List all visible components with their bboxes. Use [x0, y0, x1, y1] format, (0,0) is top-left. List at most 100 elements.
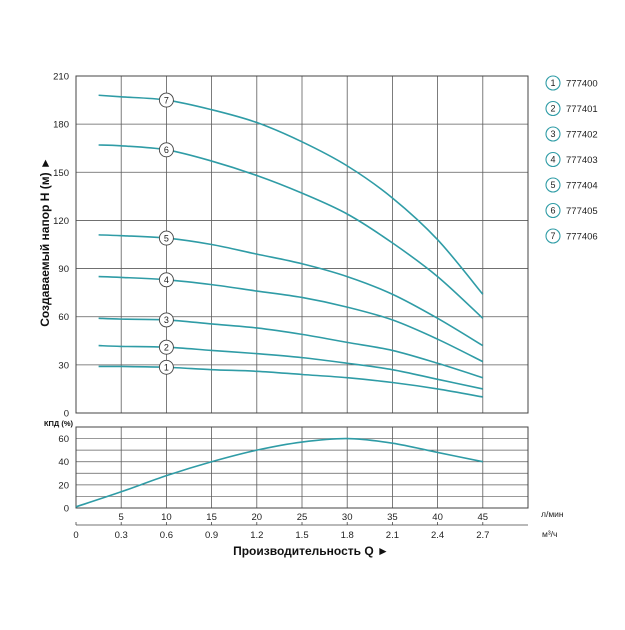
legend-item-5: 5 777404 [545, 177, 598, 193]
head-y-tick-label: 210 [53, 72, 69, 83]
efficiency-y-tick-label: 60 [58, 434, 69, 445]
legend-marker-label: 6 [550, 206, 555, 216]
legend-item-6: 6 777405 [545, 202, 598, 219]
legend-series-name: 777406 [566, 232, 598, 243]
head-curve-2 [98, 344, 483, 390]
curve-marker-circle [158, 142, 174, 158]
curve-marker-4: 4 [158, 272, 174, 288]
head-plot-frame [75, 75, 529, 414]
efficiency-y-tick-label: 20 [58, 480, 69, 491]
curve-marker-label: 3 [164, 315, 169, 325]
x-tick-label-lmin: 45 [478, 512, 489, 523]
curve-marker-circle [158, 339, 174, 355]
legend-item-1: 1 777400 [545, 75, 598, 91]
curve-marker-3: 3 [158, 312, 174, 328]
curve-marker-2: 2 [158, 339, 174, 355]
x-tick-label-m3h: 0.9 [205, 530, 218, 541]
x-unit-m3h: м³/ч [542, 529, 557, 539]
legend-series-name: 777401 [566, 104, 598, 115]
efficiency-y-tick-label: 0 [64, 504, 69, 515]
head-y-tick-label: 0 [64, 409, 69, 420]
x-tick-label-m3h: 2.4 [431, 530, 444, 541]
legend-marker-circle [545, 75, 561, 91]
head-y-tick-label: 60 [58, 312, 69, 323]
head-y-tick-label: 180 [53, 120, 69, 131]
legend-marker-label: 5 [550, 180, 555, 190]
curve-marker-label: 6 [164, 145, 169, 155]
legend-marker-circle [545, 100, 561, 117]
legend-marker-circle [545, 202, 561, 219]
head-curve-1 [98, 365, 483, 398]
x-tick-label-m3h: 1.5 [295, 530, 308, 541]
x-unit-lmin: л/мин [541, 509, 564, 519]
legend-series-name: 777405 [566, 206, 598, 217]
head-y-tick-label: 90 [58, 264, 69, 275]
curve-marker-label: 2 [164, 342, 169, 352]
legend-item-7: 7 777406 [545, 228, 598, 244]
legend-marker-label: 3 [550, 129, 555, 139]
x-tick-label-lmin: 15 [206, 512, 217, 523]
legend-marker-circle [545, 126, 561, 142]
curve-marker-label: 7 [164, 95, 169, 105]
head-curves: 1 2 3 4 5 6 7 [98, 92, 484, 398]
x-tick-label-lmin: 25 [297, 512, 308, 523]
legend-series-name: 777404 [566, 181, 598, 192]
x-tick-label-m3h: 2.1 [386, 530, 399, 541]
x-tick-label-m3h: 1.8 [341, 530, 354, 541]
curve-marker-7: 7 [158, 92, 174, 108]
head-y-tick-label: 120 [53, 216, 69, 227]
curve-marker-circle [158, 272, 174, 288]
efficiency-panel: 0 20 40 60 КПД (%) [44, 419, 529, 515]
x-tick-label-lmin: 40 [432, 512, 443, 523]
curve-marker-6: 6 [158, 142, 174, 158]
x-tick-label-m3h: 1.2 [250, 530, 263, 541]
legend-marker-label: 4 [550, 155, 555, 165]
x-tick-label-m3h: 0.3 [115, 530, 128, 541]
efficiency-y-axis-label: КПД (%) [44, 419, 74, 428]
curve-marker-label: 4 [164, 275, 169, 285]
legend-marker-label: 1 [550, 78, 555, 88]
curve-marker-1: 1 [158, 359, 174, 375]
x-tick-label-lmin: 30 [342, 512, 353, 523]
head-curve-7 [98, 94, 484, 295]
x-tick-label-lmin: 20 [252, 512, 263, 523]
legend-series-name: 777402 [566, 130, 598, 141]
head-y-tick-label: 30 [58, 360, 69, 371]
curve-marker-label: 1 [164, 362, 169, 372]
curve-marker-circle [158, 92, 174, 108]
curve-marker-circle [158, 230, 174, 246]
head-curve-3 [98, 317, 484, 379]
x-tick-label-m3h: 0.6 [160, 530, 173, 541]
x-tick-label-m3h: 0 [73, 530, 78, 541]
x-axis-label: Производительность Q ► [233, 544, 389, 558]
curve-marker-5: 5 [158, 230, 174, 246]
legend-marker-circle [545, 151, 561, 168]
head-y-axis-label: Создаваемый напор H (м) ► [38, 157, 52, 327]
efficiency-curve [75, 437, 483, 508]
legend-marker-circle [545, 228, 561, 244]
curve-marker-circle [158, 312, 174, 328]
curve-marker-circle [158, 359, 174, 375]
head-curve-5 [98, 234, 484, 347]
x-tick-label-lmin: 35 [387, 512, 398, 523]
head-grid [76, 75, 528, 414]
x-axis: 5 10 15 20 25 30 35 40 45 0 0.3 0.6 0.9 1.2 1.5 1.8 2.1 2… [73, 509, 564, 558]
legend-series-name: 777403 [566, 155, 598, 166]
x-tick-label-lmin: 5 [119, 512, 124, 523]
legend-marker-label: 2 [550, 104, 555, 114]
legend-series-name: 777400 [566, 79, 598, 90]
legend-item-4: 4 777403 [545, 151, 598, 168]
legend-item-2: 2 777401 [545, 100, 598, 117]
legend-marker-circle [545, 177, 561, 193]
x-tick-label-m3h: 2.7 [476, 530, 489, 541]
efficiency-plot-frame [75, 426, 529, 509]
efficiency-y-tick-label: 40 [58, 457, 69, 468]
legend: 1 777400 2 777401 3 777402 4 777403 5 777404 6 7774… [545, 75, 598, 244]
head-panel: 0 30 60 90 120 150 180 210 Создаваемый напор H (… [38, 72, 529, 420]
head-curve-4 [98, 275, 484, 363]
legend-marker-label: 7 [550, 231, 555, 241]
efficiency-grid [76, 427, 528, 508]
x-tick-label-lmin: 10 [161, 512, 172, 523]
